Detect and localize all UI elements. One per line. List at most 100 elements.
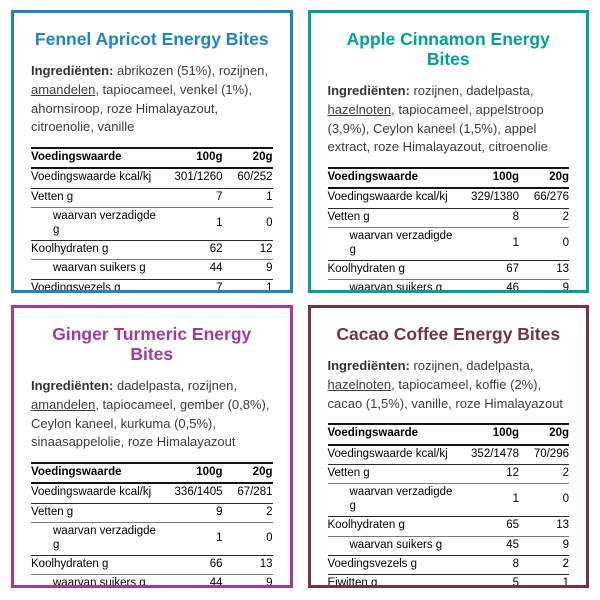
nutrition-row: waarvan verzadigde g 1 0	[31, 207, 273, 241]
ingredient-segment: , tapiocameel, koffie (2%), cacao (1,5%)…	[327, 376, 564, 411]
nutrition-row-label: Koolhydraten g	[327, 519, 405, 532]
nutrition-row-label: Voedingswaarde kcal/kj	[327, 191, 448, 204]
nutrition-row: Voedingswaarde kcal/kj 329/1380 66/276	[327, 188, 569, 209]
product-label-card: Apple Cinnamon Energy Bites Ingrediënten…	[307, 10, 589, 293]
nutrition-value-100g: 1	[512, 493, 519, 506]
nutrition-value-100g: 329/1380	[471, 191, 519, 204]
nutrition-value-20g: 0	[562, 236, 569, 249]
ingredients-label: Ingrediënten:	[327, 83, 410, 99]
nutrition-header-row: Voedingswaarde 100g 20g	[327, 424, 569, 445]
nutrition-row: Vetten g 9 2	[31, 503, 273, 523]
nutrition-header-20g: 20g	[549, 427, 569, 440]
nutrition-value-100g: 46	[506, 282, 519, 293]
ingredients-label: Ingrediënten:	[31, 378, 114, 394]
nutrition-value-20g: 1	[562, 577, 569, 588]
nutrition-row: waarvan suikers g 46 9	[328, 280, 570, 293]
nutrition-row: Koolhydraten g 65 13	[327, 517, 569, 537]
nutrition-value-100g: 8	[512, 210, 519, 223]
nutrition-value-20g: 0	[266, 531, 273, 544]
ingredient-segment: rozijnen, dadelpasta,	[413, 83, 534, 99]
ingredients-list: abrikozen (51%), rozijnen, amandelen, ta…	[31, 63, 268, 134]
ingredients-text: Ingrediënten: dadelpasta, rozijnen, aman…	[31, 377, 273, 452]
product-title: Fennel Apricot Energy Bites	[34, 29, 269, 49]
nutrition-row-label: Vetten g	[31, 505, 74, 518]
product-label-card: Cacao Coffee Energy Bites Ingrediënten: …	[307, 305, 589, 588]
nutrition-row-label: Koolhydraten g	[31, 558, 109, 571]
nutrition-header-100g: 100g	[492, 171, 519, 184]
nutrition-header-name: Voedingswaarde	[31, 151, 122, 163]
nutrition-row: waarvan verzadigde g 1 0	[327, 228, 569, 261]
nutrition-row-label: Koolhydraten g	[31, 242, 109, 255]
nutrition-row-label: waarvan suikers g	[53, 262, 146, 275]
nutrition-value-100g: 62	[209, 242, 223, 255]
nutrition-header-row: Voedingswaarde 100g 20g	[31, 148, 273, 169]
nutrition-row: Voedingswaarde kcal/kj 352/1478 70/296	[327, 445, 569, 465]
product-title: Ginger Turmeric Energy Bites	[52, 324, 252, 365]
nutrition-value-20g: 2	[562, 210, 569, 223]
nutrition-value-20g: 2	[562, 466, 569, 479]
ingredients-label: Ingrediënten:	[31, 63, 114, 79]
nutrition-value-20g: 60/252	[237, 171, 273, 184]
nutrition-value-20g: 2	[266, 505, 273, 518]
nutrition-value-100g: 67	[506, 263, 519, 276]
nutrition-row: Koolhydraten g 67 13	[327, 261, 569, 280]
ingredients-list: rozijnen, dadelpasta, hazelnoten, tapioc…	[328, 358, 564, 410]
nutrition-value-20g: 13	[259, 558, 273, 571]
nutrition-row-label: waarvan suikers g	[349, 282, 443, 293]
nutrition-table: Voedingswaarde 100g 20g Voedingswaarde k…	[31, 147, 273, 293]
nutrition-value-20g: 2	[562, 557, 569, 570]
nutrition-row-label: Vetten g	[327, 466, 370, 479]
nutrition-header-name: Voedingswaarde	[31, 466, 122, 479]
nutrition-value-20g: 70/296	[533, 447, 569, 460]
allergen-ingredient: amandelen	[31, 396, 96, 412]
nutrition-value-100g: 1	[216, 216, 223, 229]
nutrition-row-label: Eiwitten g	[327, 577, 378, 588]
nutrition-value-100g: 352/1478	[471, 447, 519, 460]
ingredients-list: rozijnen, dadelpasta, hazelnoten, tapioc…	[328, 83, 548, 154]
nutrition-value-20g: 9	[266, 577, 273, 588]
ingredient-segment: abrikozen (51%), rozijnen,	[116, 63, 268, 79]
nutrition-value-20g: 13	[556, 519, 569, 532]
nutrition-value-20g: 1	[266, 190, 273, 203]
nutrition-value-100g: 66	[209, 558, 223, 571]
product-title: Apple Cinnamon Energy Bites	[346, 29, 550, 70]
ingredients-text: Ingrediënten: rozijnen, dadelpasta, haze…	[328, 82, 570, 157]
nutrition-value-100g: 336/1405	[174, 486, 223, 499]
nutrition-value-100g: 301/1260	[174, 171, 223, 184]
nutrition-header-row: Voedingswaarde 100g 20g	[327, 168, 569, 189]
nutrition-row: Koolhydraten g 66 13	[31, 556, 273, 575]
nutrition-value-100g: 1	[512, 236, 519, 249]
nutrition-row-label: Voedingswaarde kcal/kj	[327, 447, 448, 460]
nutrition-row: waarvan verzadigde g 1 0	[327, 484, 569, 517]
allergen-ingredient: hazelnoten	[327, 101, 392, 117]
nutrition-value-100g: 9	[216, 505, 223, 518]
ingredient-segment: , tapiocameel, venkel (1%), ahornsiroop,…	[31, 81, 253, 135]
nutrition-value-20g: 9	[562, 282, 569, 293]
nutrition-row-label: Koolhydraten g	[327, 263, 405, 276]
ingredients-text: Ingrediënten: abrikozen (51%), rozijnen,…	[31, 62, 273, 137]
nutrition-row: Voedingsvezels g 8 2	[327, 555, 569, 575]
nutrition-value-20g: 67/281	[237, 486, 273, 499]
nutrition-row-label: waarvan verzadigde g	[349, 230, 453, 256]
allergen-ingredient: hazelnoten	[327, 376, 392, 392]
nutrition-value-20g: 0	[266, 216, 273, 229]
nutrition-value-100g: 1	[216, 531, 223, 544]
product-title: Cacao Coffee Energy Bites	[336, 324, 561, 344]
nutrition-row-label: Vetten g	[327, 210, 370, 223]
nutrition-value-20g: 13	[556, 263, 569, 276]
nutrition-value-100g: 12	[506, 466, 519, 479]
ingredient-segment: rozijnen, dadelpasta,	[413, 358, 534, 374]
nutrition-header-100g: 100g	[196, 466, 223, 479]
nutrition-table-body: Voedingswaarde kcal/kj 336/1405 67/281 V…	[31, 483, 273, 588]
nutrition-row-label: Voedingsvezels g	[327, 557, 418, 570]
nutrition-header-20g: 20g	[549, 171, 569, 184]
nutrition-row-label: Voedingswaarde kcal/kj	[31, 486, 152, 499]
nutrition-value-20g: 1	[266, 281, 273, 293]
nutrition-row-label: Vetten g	[31, 190, 74, 203]
nutrition-header-name: Voedingswaarde	[327, 427, 419, 440]
nutrition-value-100g: 7	[216, 190, 223, 203]
nutrition-value-100g: 7	[216, 281, 223, 293]
product-label-card: Ginger Turmeric Energy Bites Ingrediënte…	[11, 305, 293, 588]
product-label-card: Fennel Apricot Energy Bites Ingrediënten…	[11, 10, 293, 293]
